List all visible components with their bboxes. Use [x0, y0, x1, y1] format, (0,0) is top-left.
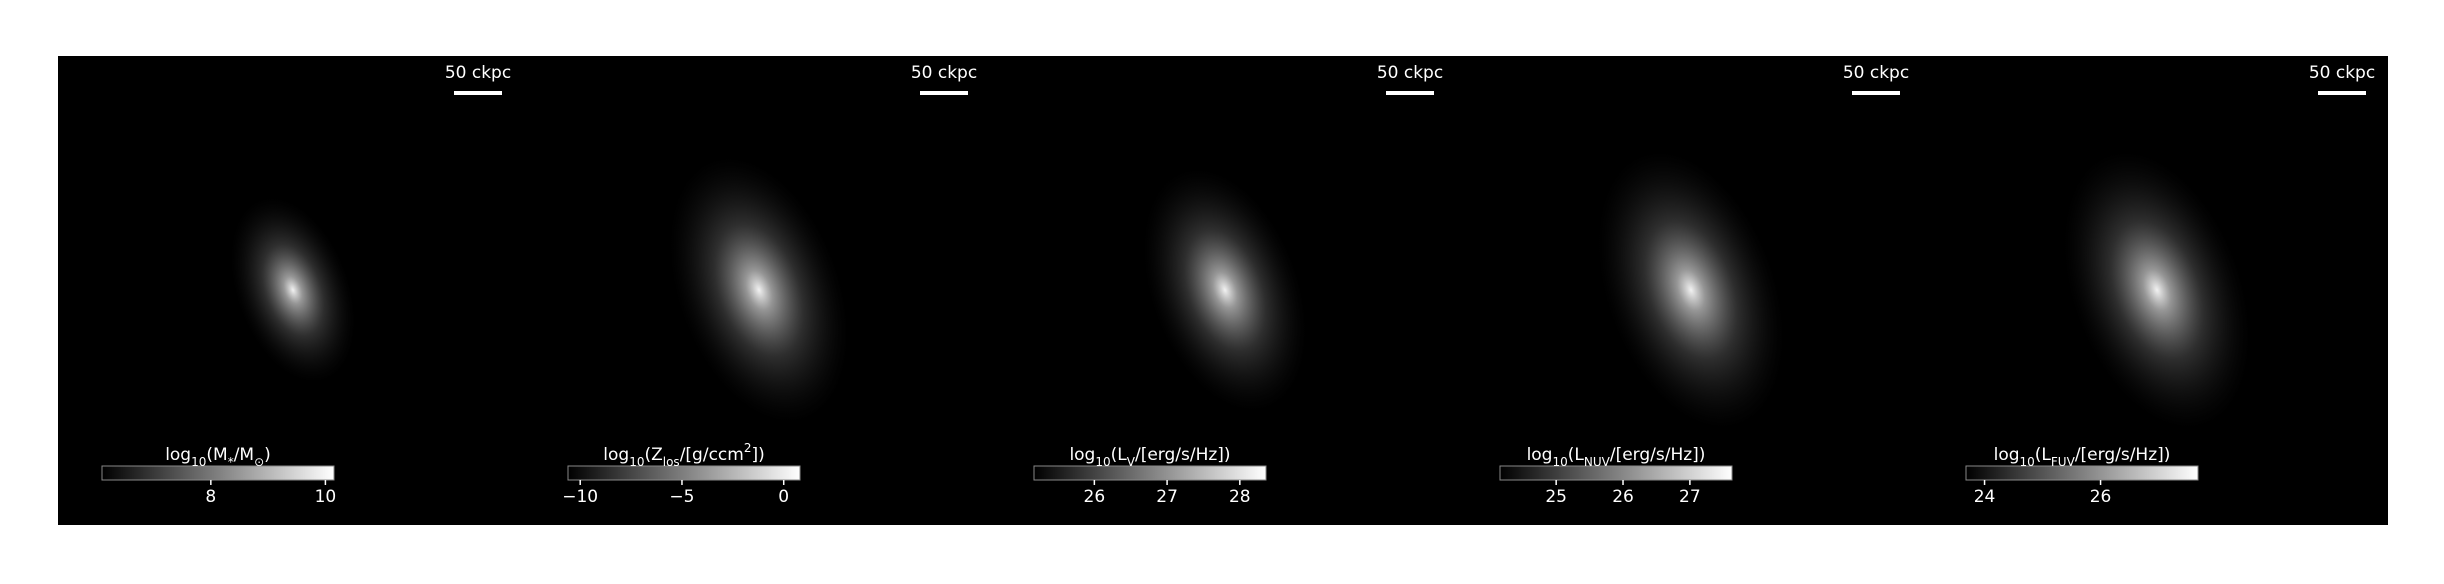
label-part: log: [165, 445, 191, 465]
colorbar-tick-label: 8: [205, 487, 216, 507]
galaxy-image: [1143, 168, 1307, 412]
colorbar-tick-label: 27: [1679, 487, 1701, 507]
colorbar-tick-label: 26: [1084, 487, 1106, 507]
label-part: /M: [234, 445, 254, 465]
scale-bar-label: 50 ckpc: [911, 63, 977, 83]
label-part: /[erg/s/Hz]): [1610, 445, 1706, 465]
label-part: ): [264, 445, 271, 465]
label-part: los: [663, 455, 680, 469]
galaxy-image: [1597, 151, 1785, 429]
colorbar-tick-label: 10: [315, 487, 337, 507]
colorbar-tick-label: 26: [1612, 487, 1634, 507]
label-part: /[g/ccm: [680, 445, 744, 465]
colorbar: [1033, 465, 1267, 481]
label-part: log: [1994, 445, 2020, 465]
label-part: (M: [206, 445, 227, 465]
label-part: 10: [2020, 455, 2035, 469]
scale-bar-label: 50 ckpc: [2309, 63, 2375, 83]
label-part: (L: [1111, 445, 1128, 465]
label-part: /[erg/s/Hz]): [2075, 445, 2171, 465]
colorbar-label: log10(LFUV/[erg/s/Hz]): [1994, 445, 2171, 469]
label-part: /[erg/s/Hz]): [1135, 445, 1231, 465]
colorbar-tick-label: 27: [1156, 487, 1178, 507]
label-part: (L: [2035, 445, 2052, 465]
colorbar-tick-label: 25: [1545, 487, 1567, 507]
colorbar-label: log10(Zlos/[g/ccm2]): [603, 441, 764, 469]
label-part: 10: [1552, 455, 1567, 469]
label-part: V: [1127, 455, 1136, 469]
colorbar-label: log10(LV/[erg/s/Hz]): [1069, 445, 1230, 469]
colorbar-tick-label: 26: [2090, 487, 2112, 507]
label-part: 10: [1095, 455, 1110, 469]
colorbar: [101, 465, 335, 481]
colorbar-label: log10(LNUV/[erg/s/Hz]): [1527, 445, 1706, 469]
label-part: ]): [751, 445, 764, 465]
label-part: log: [1069, 445, 1095, 465]
label-part: NUV: [1584, 455, 1611, 469]
label-part: *: [228, 455, 234, 469]
colorbar-tick-label: −5: [669, 487, 694, 507]
galaxy-image: [2063, 151, 2251, 429]
label-part: (Z: [644, 445, 662, 465]
galaxy-image: [669, 157, 849, 423]
scale-bar-label: 50 ckpc: [1377, 63, 1443, 83]
label-part: 2: [744, 441, 752, 455]
colorbar: [567, 465, 801, 481]
label-part: log: [603, 445, 629, 465]
colorbar: [1965, 465, 2199, 481]
scale-bar-label: 50 ckpc: [1843, 63, 1909, 83]
colorbar-tick-label: 28: [1229, 487, 1251, 507]
label-part: 10: [629, 455, 644, 469]
scale-bar-label: 50 ckpc: [445, 63, 511, 83]
colorbar: [1499, 465, 1733, 481]
colorbar-tick-label: 0: [778, 487, 789, 507]
label-part: 10: [191, 455, 206, 469]
colorbar-label: log10(M*/M⊙): [165, 445, 271, 469]
label-part: FUV: [2051, 455, 2076, 469]
galaxy-image: [230, 197, 356, 383]
label-part: (L: [1568, 445, 1585, 465]
colorbar-tick-label: 24: [1974, 487, 1996, 507]
label-part: log: [1527, 445, 1553, 465]
label-part: ⊙: [254, 455, 264, 469]
colorbar-tick-label: −10: [562, 487, 598, 507]
